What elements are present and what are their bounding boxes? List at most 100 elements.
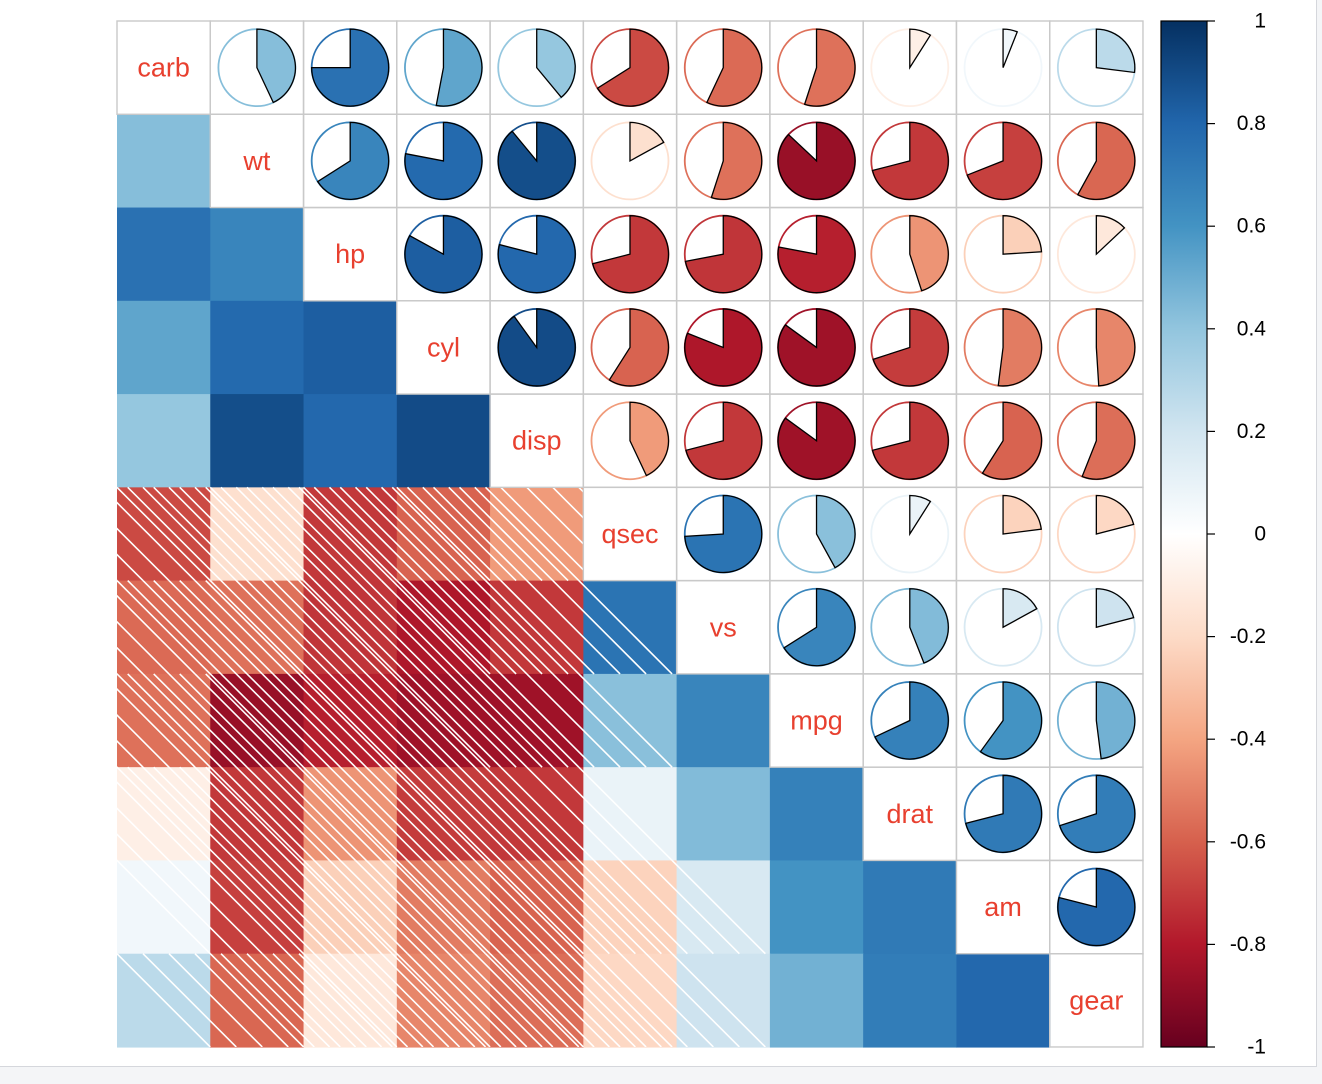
hatch-line — [179, 486, 274, 582]
pie-wt-vs — [683, 121, 763, 201]
colorbar-tick-label: -0.6 — [1230, 830, 1266, 853]
variable-label-cyl: cyl — [427, 332, 460, 362]
hatch-line — [246, 766, 341, 861]
hatch-line — [474, 859, 569, 955]
pie-carb-wt — [217, 28, 297, 108]
cell-disp-wt — [210, 394, 305, 488]
hatch-line — [484, 486, 580, 582]
cell-qsec-disp — [490, 487, 584, 582]
hatch-line — [117, 527, 170, 582]
hatch-line — [422, 580, 517, 675]
hatch-line — [168, 486, 263, 582]
hatch-line — [194, 859, 289, 955]
hatch-line — [541, 953, 636, 1047]
hatch-line — [354, 766, 450, 861]
hatch-line — [339, 580, 435, 675]
hatch-line — [272, 766, 367, 861]
hatch-line — [391, 486, 487, 582]
hatch-line — [168, 673, 263, 768]
hatch-line — [117, 553, 144, 582]
cell-disp-cyl — [396, 394, 491, 488]
hatch-line — [458, 486, 554, 582]
hatch-line — [391, 953, 487, 1047]
hatch-line — [432, 953, 528, 1047]
pie-qsec-mpg — [777, 494, 856, 574]
hatch-line — [205, 580, 300, 675]
cell-mpg-qsec — [583, 673, 678, 768]
hatch-line — [593, 859, 688, 955]
pie-carb-disp — [497, 28, 577, 108]
hatch-line — [287, 766, 383, 861]
hatch-line — [354, 580, 450, 675]
hatch-line — [578, 859, 673, 955]
hatch-line — [500, 953, 595, 1047]
cell-wt-carb — [117, 114, 211, 209]
hatch-line — [552, 580, 647, 675]
hatch-line — [365, 953, 461, 1047]
hatch-line — [552, 673, 647, 768]
cell-am-mpg — [769, 860, 864, 955]
hatch-line — [261, 580, 357, 675]
pie-hp-gear — [1056, 214, 1136, 294]
hatch-line — [117, 766, 118, 768]
hatch-line — [117, 579, 118, 581]
pie-qsec-gear — [1056, 494, 1136, 574]
pie-hp-vs — [683, 214, 763, 294]
pie-cyl-disp — [497, 308, 577, 387]
pie-drat-am — [963, 774, 1043, 854]
cell-disp-hp — [303, 394, 398, 488]
colorbar-tick-label: 0.8 — [1237, 112, 1266, 135]
hatch-line — [671, 953, 766, 1047]
pie-drat-gear — [1056, 774, 1136, 854]
hatch-line — [117, 859, 211, 955]
hatch-line — [552, 766, 647, 861]
cell-gear-drat — [863, 953, 958, 1048]
pie-cyl-drat — [870, 308, 950, 387]
hatch-line — [484, 673, 580, 768]
hatch-line — [117, 486, 211, 582]
hatch-line — [354, 673, 450, 768]
hatch-line — [432, 486, 528, 582]
hatch-line — [117, 580, 211, 675]
pie-wt-cyl — [404, 121, 483, 201]
cell-drat-vs — [676, 767, 771, 862]
hatch-line — [142, 953, 237, 1047]
hatch-line — [339, 673, 435, 768]
hatch-line — [298, 486, 393, 582]
hatch-line — [500, 673, 595, 768]
pie-hp-mpg — [777, 214, 856, 294]
colorbar-tick-label: -1 — [1247, 1036, 1266, 1059]
hatch-line — [194, 953, 289, 1047]
hatch-line — [578, 580, 673, 675]
pie-qsec-am — [963, 494, 1043, 574]
matrix-grid — [116, 20, 1144, 1048]
pie-disp-gear — [1056, 401, 1136, 481]
hatch-line — [328, 859, 424, 955]
variable-label-wt: wt — [242, 146, 270, 176]
variable-label-mpg: mpg — [790, 706, 843, 736]
hatch-line — [458, 859, 554, 955]
hatch-line — [302, 673, 398, 768]
hatch-line — [209, 486, 305, 582]
hatch-line — [422, 673, 517, 768]
hatch-line — [406, 486, 502, 582]
hatch-line — [328, 766, 424, 861]
hatch-line — [287, 859, 383, 955]
pie-carb-cyl — [404, 28, 483, 108]
variable-label-am: am — [984, 892, 1022, 922]
hatch-line — [526, 486, 621, 582]
hatch-line — [302, 486, 398, 582]
diagonal-labels: carb wt hp cyl disp qsec vs mpg drat am gear — [137, 53, 1123, 1016]
variable-label-vs: vs — [710, 612, 737, 642]
hatch-line — [220, 953, 315, 1047]
pie-qsec-vs — [683, 494, 763, 574]
hatch-line — [272, 859, 367, 955]
hatch-line — [153, 673, 248, 768]
pie-carb-hp — [310, 28, 390, 108]
hatch-line — [645, 953, 740, 1047]
hatch-line — [526, 580, 621, 675]
hatch-line — [391, 673, 487, 768]
variable-label-drat: drat — [887, 799, 934, 829]
hatch-line — [396, 766, 491, 861]
hatch-line — [391, 766, 487, 861]
